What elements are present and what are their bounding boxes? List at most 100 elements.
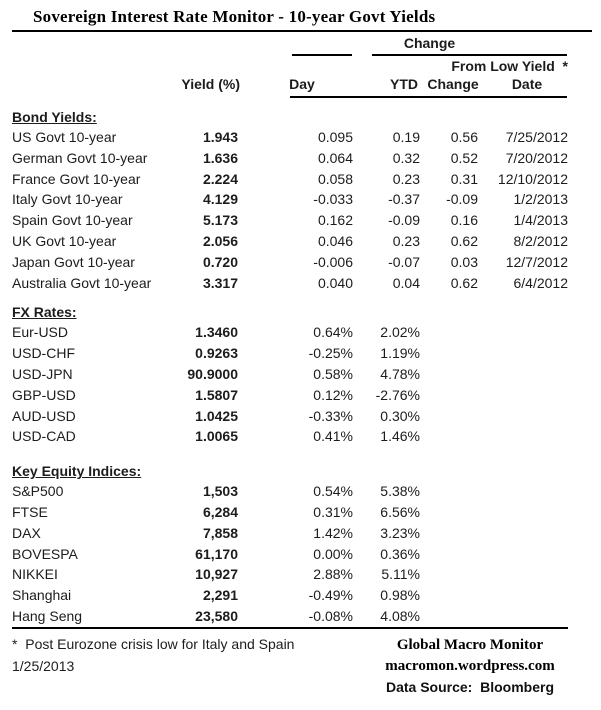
from-low-yield-header: From Low Yield * [451,58,568,74]
table-row: USD-JPN 90.9000 0.58% 4.78% [12,364,572,385]
cell-day: 0.41% [313,428,353,445]
cell-yield: 2.056 [202,232,238,249]
cell-label: AUD-USD [12,407,76,424]
cell-yield: 2,291 [202,587,238,604]
cell-date [482,406,572,427]
table-row: FTSE 6,284 0.31% 6.56% [12,502,572,523]
table-row: US Govt 10-year 1.943 0.095 0.19 0.56 7/25/20… [12,127,572,148]
bond-yields-section: US Govt 10-year 1.943 0.095 0.19 0.56 7/25/20… [12,127,572,293]
table-row: GBP-USD 1.5807 0.12% -2.76% [12,385,572,406]
cell-ytd: -0.09 [388,212,420,229]
cell-chg [424,426,482,447]
header-underline-change-group [372,54,567,56]
cell-day: 0.64% [313,324,353,341]
cell-ytd: 1.46% [380,428,420,445]
cell-chg [424,585,482,606]
header-underline-day [292,54,352,56]
cell-chg: 0.62 [450,232,478,249]
cell-chg [424,564,482,585]
cell-yield: 2.224 [202,170,238,187]
cell-ytd: 5.11% [381,566,420,583]
cell-chg [424,343,482,364]
section-title-key-equity-indices: Key Equity Indices: [12,463,142,480]
table-row: DAX 7,858 1.42% 3.23% [12,523,572,544]
section-title-fx-rates: FX Rates: [12,304,77,321]
cell-yield: 7,858 [202,524,238,541]
cell-yield: 0.720 [202,253,238,270]
cell-yield: 1.0065 [195,428,238,445]
brand-name: Global Macro Monitor [396,636,544,653]
cell-label: US Govt 10-year [12,129,117,145]
cell-day: 0.00% [313,545,353,562]
cell-yield: 1,503 [202,483,238,500]
cell-ytd: 4.08% [380,607,420,624]
cell-day: 0.12% [313,386,353,403]
cell-chg: 0.52 [450,149,478,166]
cell-ytd: 3.23% [380,524,420,541]
cell-day: -0.006 [313,253,353,270]
table-row: UK Govt 10-year 2.056 0.046 0.23 0.62 8/2/201… [12,231,572,252]
cell-chg [424,523,482,544]
column-header-date: Date [511,76,543,92]
table-row: USD-CAD 1.0065 0.41% 1.46% [12,426,572,447]
cell-chg [424,544,482,565]
table-row: Spain Govt 10-year 5.173 0.162 -0.09 0.16 1/4… [12,210,572,231]
change-group-header: Change [403,35,456,51]
cell-ytd: -0.07 [388,253,420,270]
cell-date: 6/4/2012 [513,274,569,291]
column-headers-underline [290,96,567,98]
cell-label: USD-CAD [12,428,76,445]
cell-date [482,426,572,447]
cell-ytd: 5.38% [380,483,420,500]
cell-date [482,564,572,585]
cell-label: German Govt 10-year [12,149,148,166]
cell-day: 0.31% [313,503,353,520]
cell-day: 0.058 [317,170,353,187]
cell-date [482,502,572,523]
cell-yield: 1.5807 [195,386,238,403]
cell-yield: 4.129 [202,191,238,208]
cell-day: 0.162 [317,212,353,229]
cell-day: 0.58% [313,365,353,382]
cell-yield: 1.0425 [195,407,238,424]
cell-date: 12/10/2012 [497,170,568,187]
cell-chg: 0.16 [450,212,478,229]
cell-day: 2.88% [313,566,353,583]
cell-label: France Govt 10-year [12,170,141,187]
cell-yield: 1.636 [202,149,238,166]
cell-chg [424,406,482,427]
cell-date [482,585,572,606]
cell-label: NIKKEI [12,566,58,583]
cell-yield: 90.9000 [187,365,238,382]
table-row: S&P500 1,503 0.54% 5.38% [12,481,572,502]
cell-label: Italy Govt 10-year [12,191,123,208]
cell-ytd: 0.98% [380,587,420,604]
cell-ytd: 4.78% [380,365,420,382]
cell-ytd: 0.04 [392,274,420,291]
table-row: AUD-USD 1.0425 -0.33% 0.30% [12,406,572,427]
key-equity-indices-section: S&P500 1,503 0.54% 5.38% FTSE 6,284 0.31% 6.56%… [12,481,572,627]
cell-ytd: -2.76% [375,386,420,403]
rates-table: Bond Yields: US Govt 10-year 1.943 0.095 0.… [12,107,572,627]
page-title: Sovereign Interest Rate Monitor - 10-yea… [33,7,436,26]
cell-date: 12/7/2012 [505,253,568,270]
cell-day: -0.49% [308,587,353,604]
section-title-bond-yields: Bond Yields: [12,109,97,125]
table-row: BOVESPA 61,170 0.00% 0.36% [12,544,572,565]
cell-ytd: 1.19% [380,345,420,362]
report-date: 1/25/2013 [12,657,75,674]
cell-ytd: 0.23 [392,232,420,249]
cell-label: FTSE [12,503,48,520]
column-header-day: Day [289,76,315,92]
cell-date [482,364,572,385]
cell-date: 1/2/2013 [513,191,569,208]
cell-ytd: 0.23 [392,170,420,187]
footnote: * Post Eurozone crisis low for Italy and… [12,635,295,652]
cell-day: -0.033 [313,191,353,208]
cell-ytd: 2.02% [380,324,420,341]
cell-chg [424,322,482,343]
cell-ytd: 0.19 [392,129,420,145]
cell-day: 0.064 [317,149,353,166]
cell-ytd: 0.32 [392,149,420,166]
cell-yield: 6,284 [202,503,238,520]
